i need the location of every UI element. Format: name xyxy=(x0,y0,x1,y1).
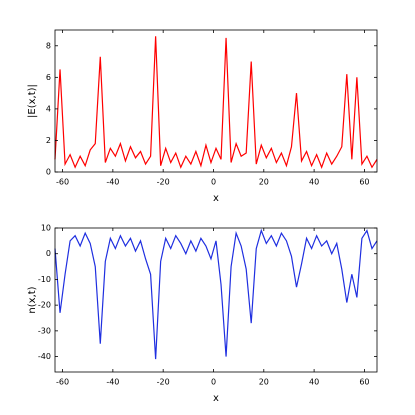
y-tick-label: -20 xyxy=(38,301,51,310)
y-tick-label: 10 xyxy=(41,224,51,233)
x-axis-label: x xyxy=(213,193,219,204)
x-tick-label: -40 xyxy=(106,178,119,187)
x-tick-label: -60 xyxy=(56,178,69,187)
y-tick-label: 0 xyxy=(46,168,51,177)
x-tick-label: 40 xyxy=(309,178,319,187)
y-tick-label: 2 xyxy=(46,136,51,145)
x-tick-label: -40 xyxy=(106,378,119,387)
x-tick-label: 60 xyxy=(359,178,369,187)
x-tick-label: -20 xyxy=(157,378,170,387)
x-axis-label: x xyxy=(213,393,219,404)
x-tick-label: 0 xyxy=(211,178,216,187)
axes-box xyxy=(54,29,378,173)
data-line xyxy=(54,36,378,169)
y-tick-label: -40 xyxy=(38,352,51,361)
x-tick-label: 0 xyxy=(211,378,216,387)
y-tick-label: 0 xyxy=(46,249,51,258)
y-tick-label: 4 xyxy=(46,104,51,113)
y-tick-label: 8 xyxy=(46,41,51,50)
x-tick-label: -20 xyxy=(157,178,170,187)
x-tick-label: 40 xyxy=(309,378,319,387)
y-axis-label: |E(x,t)| xyxy=(27,84,38,118)
x-tick-label: -60 xyxy=(56,378,69,387)
data-line xyxy=(54,228,378,360)
y-tick-label: 6 xyxy=(46,73,51,82)
y-tick-label: -30 xyxy=(38,326,51,335)
x-tick-label: 20 xyxy=(259,378,269,387)
x-tick-label: 20 xyxy=(259,178,269,187)
axes-box xyxy=(54,227,378,373)
y-tick-label: -10 xyxy=(38,275,51,284)
y-axis-label: n(x,t) xyxy=(27,286,38,313)
x-tick-label: 60 xyxy=(359,378,369,387)
